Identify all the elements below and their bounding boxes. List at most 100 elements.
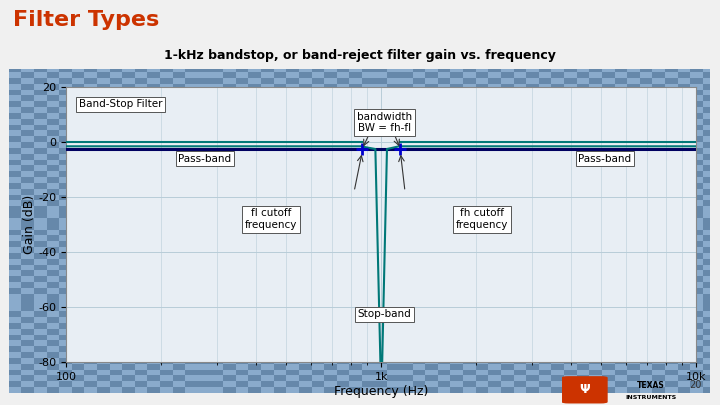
- Bar: [539, 72, 552, 78]
- Bar: [173, 194, 185, 200]
- Bar: [9, 194, 22, 200]
- Bar: [652, 101, 665, 107]
- Bar: [22, 171, 34, 177]
- Bar: [173, 235, 185, 241]
- Bar: [526, 369, 539, 375]
- Bar: [22, 160, 34, 165]
- Bar: [665, 335, 678, 340]
- Bar: [312, 276, 324, 282]
- Bar: [387, 352, 400, 358]
- Bar: [47, 107, 59, 113]
- Bar: [627, 165, 640, 171]
- Bar: [122, 113, 135, 119]
- Bar: [564, 288, 577, 294]
- Bar: [223, 300, 236, 305]
- Bar: [122, 142, 135, 148]
- Bar: [9, 276, 22, 282]
- Bar: [9, 125, 22, 130]
- Bar: [615, 335, 627, 340]
- Bar: [236, 119, 248, 125]
- Bar: [589, 264, 602, 271]
- Bar: [349, 218, 362, 224]
- Bar: [211, 171, 223, 177]
- Bar: [312, 101, 324, 107]
- Bar: [72, 218, 84, 224]
- Bar: [552, 206, 564, 212]
- Bar: [501, 78, 513, 84]
- Bar: [287, 90, 299, 96]
- Bar: [690, 271, 703, 276]
- Bar: [627, 119, 640, 125]
- Bar: [513, 323, 526, 329]
- Bar: [539, 271, 552, 276]
- Bar: [9, 218, 22, 224]
- Bar: [72, 206, 84, 212]
- Bar: [476, 130, 488, 136]
- Bar: [72, 364, 84, 369]
- Bar: [122, 78, 135, 84]
- Bar: [84, 96, 97, 101]
- Bar: [122, 317, 135, 323]
- Bar: [160, 387, 173, 393]
- Bar: [34, 323, 47, 329]
- Bar: [387, 218, 400, 224]
- Bar: [97, 352, 109, 358]
- Bar: [387, 253, 400, 259]
- Bar: [324, 346, 337, 352]
- Bar: [312, 72, 324, 78]
- Bar: [135, 323, 148, 329]
- Bar: [426, 66, 438, 72]
- Bar: [374, 259, 387, 264]
- Bar: [400, 177, 413, 183]
- Bar: [400, 300, 413, 305]
- Bar: [501, 352, 513, 358]
- Bar: [287, 282, 299, 288]
- Bar: [211, 247, 223, 253]
- Bar: [539, 375, 552, 381]
- Bar: [173, 206, 185, 212]
- Bar: [72, 294, 84, 300]
- Bar: [387, 346, 400, 352]
- Bar: [22, 282, 34, 288]
- Bar: [248, 171, 261, 177]
- Bar: [135, 259, 148, 264]
- Bar: [211, 212, 223, 218]
- Bar: [236, 96, 248, 101]
- Bar: [564, 96, 577, 101]
- Bar: [337, 72, 349, 78]
- Bar: [451, 375, 463, 381]
- Bar: [362, 323, 374, 329]
- Bar: [577, 241, 589, 247]
- Bar: [362, 148, 374, 154]
- Bar: [236, 72, 248, 78]
- Bar: [526, 241, 539, 247]
- Bar: [564, 130, 577, 136]
- Bar: [97, 259, 109, 264]
- Bar: [173, 177, 185, 183]
- Bar: [577, 101, 589, 107]
- Bar: [22, 200, 34, 206]
- Bar: [349, 381, 362, 387]
- Bar: [160, 300, 173, 305]
- Bar: [577, 177, 589, 183]
- Bar: [665, 346, 678, 352]
- Bar: [148, 218, 160, 224]
- Bar: [615, 171, 627, 177]
- Bar: [349, 200, 362, 206]
- Bar: [400, 101, 413, 107]
- Bar: [690, 177, 703, 183]
- Bar: [160, 154, 173, 160]
- Bar: [526, 189, 539, 194]
- Bar: [9, 340, 22, 346]
- Bar: [387, 165, 400, 171]
- Bar: [463, 346, 476, 352]
- Bar: [690, 125, 703, 130]
- Bar: [236, 364, 248, 369]
- Bar: [34, 113, 47, 119]
- Bar: [109, 125, 122, 130]
- Bar: [84, 194, 97, 200]
- Bar: [211, 305, 223, 311]
- Bar: [513, 96, 526, 101]
- Bar: [185, 96, 198, 101]
- Bar: [387, 183, 400, 189]
